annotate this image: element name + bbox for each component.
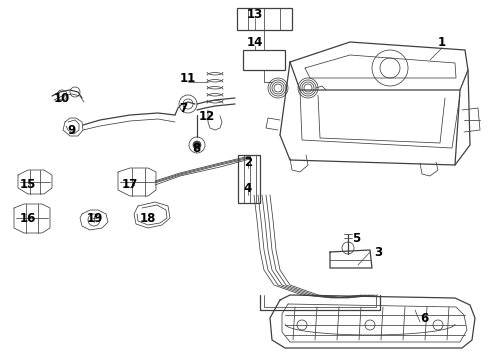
Text: 9: 9 xyxy=(68,123,76,136)
Bar xyxy=(237,8,291,30)
Text: 11: 11 xyxy=(180,72,196,85)
Text: 3: 3 xyxy=(373,247,381,260)
Text: 2: 2 xyxy=(244,156,251,168)
Text: 18: 18 xyxy=(140,211,156,225)
Bar xyxy=(243,50,285,70)
Text: 4: 4 xyxy=(244,181,252,194)
Text: 1: 1 xyxy=(437,36,445,49)
Text: 10: 10 xyxy=(54,91,70,104)
Text: 15: 15 xyxy=(20,179,36,192)
Bar xyxy=(238,155,260,203)
Text: 12: 12 xyxy=(199,109,215,122)
Text: 8: 8 xyxy=(191,141,200,154)
Text: 17: 17 xyxy=(122,179,138,192)
Text: 14: 14 xyxy=(246,36,263,49)
Text: 5: 5 xyxy=(351,231,359,244)
Circle shape xyxy=(193,141,201,149)
Text: 19: 19 xyxy=(87,211,103,225)
Text: 7: 7 xyxy=(179,102,187,114)
Text: 16: 16 xyxy=(20,211,36,225)
Text: 13: 13 xyxy=(246,8,263,21)
Text: 6: 6 xyxy=(419,311,427,324)
